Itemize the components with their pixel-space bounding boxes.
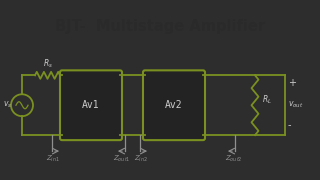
Text: BJT-  Multistage Amplifier: BJT- Multistage Amplifier (55, 19, 265, 34)
Text: $Z_{out2}$: $Z_{out2}$ (225, 154, 243, 164)
Text: $Z_{out1}$: $Z_{out1}$ (113, 154, 131, 164)
Text: Av2: Av2 (165, 100, 183, 110)
Text: +: + (288, 78, 296, 88)
Text: $Z_{in1}$: $Z_{in1}$ (46, 154, 60, 164)
FancyBboxPatch shape (60, 70, 122, 140)
Text: $R_L$: $R_L$ (262, 94, 272, 107)
FancyBboxPatch shape (143, 70, 205, 140)
Text: $R_s$: $R_s$ (43, 57, 52, 70)
Text: $v_s$: $v_s$ (3, 100, 12, 111)
Text: $Z_{in2}$: $Z_{in2}$ (134, 154, 148, 164)
Text: -: - (288, 120, 292, 130)
Text: Av1: Av1 (82, 100, 100, 110)
Text: $v_{out}$: $v_{out}$ (288, 100, 303, 111)
